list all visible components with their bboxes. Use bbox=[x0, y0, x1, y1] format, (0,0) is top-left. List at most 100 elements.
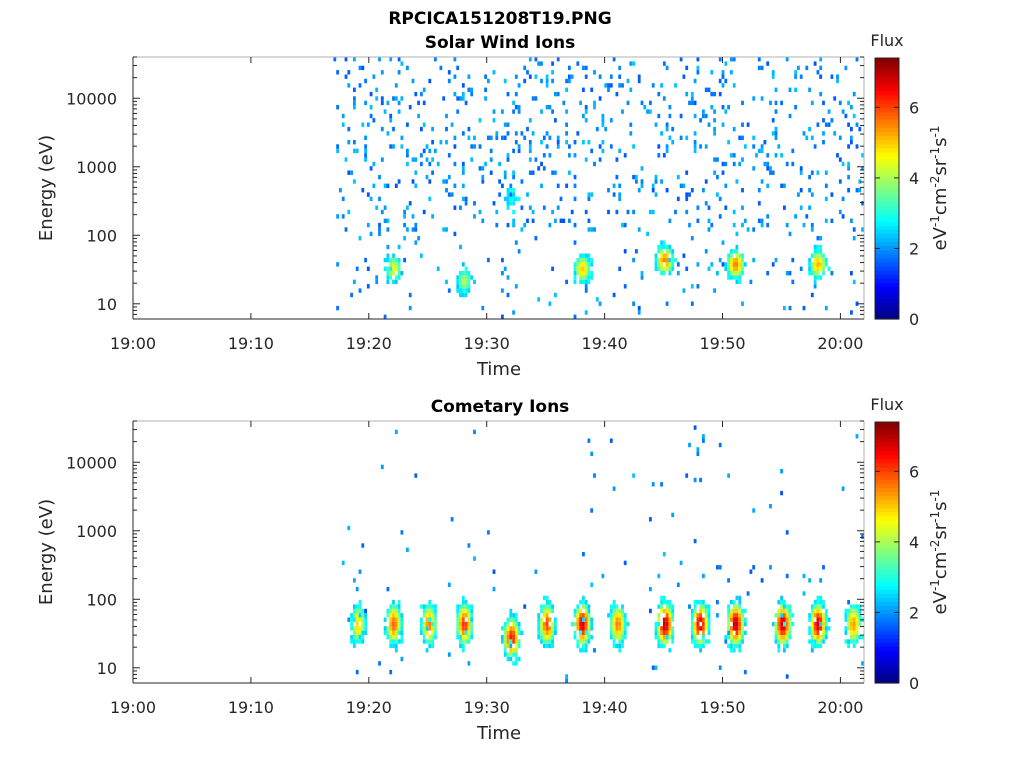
heatmap-cell bbox=[397, 266, 401, 271]
heatmap-cell bbox=[386, 183, 390, 188]
heatmap-cell bbox=[579, 262, 582, 267]
heatmap-cell bbox=[816, 271, 820, 276]
heatmap-cell bbox=[587, 257, 591, 263]
heatmap-cell bbox=[662, 617, 666, 622]
heatmap-cell bbox=[850, 617, 853, 622]
heatmap-cell bbox=[481, 218, 485, 223]
heatmap-cell bbox=[738, 279, 742, 285]
heatmap-cell bbox=[732, 604, 736, 609]
heatmap-cell bbox=[554, 118, 557, 123]
heatmap-cell bbox=[799, 170, 803, 175]
heatmap-cell bbox=[623, 284, 627, 289]
heatmap-cell bbox=[824, 608, 828, 614]
heatmap-cell bbox=[660, 630, 663, 635]
heatmap-cell bbox=[699, 600, 702, 605]
heatmap-cell bbox=[347, 209, 351, 215]
x-tick-label: 19:00 bbox=[110, 334, 156, 353]
heatmap-cell bbox=[528, 118, 532, 123]
heatmap-cell bbox=[470, 144, 474, 149]
heatmap-cell bbox=[805, 65, 809, 71]
heatmap-cell bbox=[749, 279, 753, 285]
colorbar-segment bbox=[875, 475, 899, 480]
heatmap-cell bbox=[397, 57, 401, 62]
heatmap-cell bbox=[501, 639, 504, 644]
heatmap-cell bbox=[514, 656, 518, 662]
heatmap-cell bbox=[654, 621, 658, 627]
heatmap-cell bbox=[730, 262, 733, 267]
heatmap-cell bbox=[657, 262, 661, 267]
heatmap-cell bbox=[353, 604, 356, 609]
colorbar-segment bbox=[875, 422, 899, 427]
heatmap-cell bbox=[509, 201, 513, 206]
heatmap-cell bbox=[696, 621, 700, 627]
heatmap-cell bbox=[397, 262, 401, 267]
heatmap-cell bbox=[822, 140, 825, 145]
heatmap-cell bbox=[732, 635, 736, 640]
heatmap-cell bbox=[752, 257, 756, 263]
heatmap-cell bbox=[618, 74, 622, 79]
heatmap-cell bbox=[428, 635, 432, 640]
heatmap-cell bbox=[534, 96, 538, 101]
heatmap-cell bbox=[861, 153, 864, 158]
heatmap-cell bbox=[604, 126, 608, 132]
heatmap-cell bbox=[353, 639, 356, 644]
heatmap-cell bbox=[850, 105, 853, 110]
heatmap-cell bbox=[735, 595, 739, 601]
heatmap-cell bbox=[517, 643, 521, 649]
heatmap-cell bbox=[810, 635, 814, 640]
colorbar-segment bbox=[875, 613, 899, 619]
heatmap-cell bbox=[615, 630, 619, 635]
heatmap-cell bbox=[777, 617, 781, 622]
heatmap-cell bbox=[380, 70, 384, 75]
heatmap-cell bbox=[400, 613, 404, 618]
heatmap-cell bbox=[464, 613, 468, 618]
heatmap-cell bbox=[855, 122, 859, 127]
heatmap-cell bbox=[741, 621, 744, 627]
heatmap-cell bbox=[696, 617, 700, 622]
heatmap-cell bbox=[394, 613, 398, 618]
heatmap-cell bbox=[822, 639, 825, 644]
heatmap-cell bbox=[425, 608, 429, 614]
heatmap-cell bbox=[540, 109, 543, 114]
heatmap-cell bbox=[461, 183, 465, 188]
heatmap-cell bbox=[632, 61, 635, 66]
heatmap-cell bbox=[713, 157, 716, 162]
heatmap-cell bbox=[727, 635, 730, 640]
heatmap-cell bbox=[771, 74, 775, 79]
heatmap-cell bbox=[509, 639, 513, 644]
heatmap-cell bbox=[380, 157, 384, 162]
heatmap-cell bbox=[422, 604, 426, 609]
heatmap-cell bbox=[355, 626, 359, 631]
heatmap-cell bbox=[693, 604, 697, 609]
heatmap-cell bbox=[406, 148, 409, 154]
heatmap-cell bbox=[721, 122, 725, 127]
heatmap-cell bbox=[850, 271, 853, 276]
heatmap-cell bbox=[582, 253, 585, 258]
heatmap-cell bbox=[635, 179, 638, 184]
heatmap-cell bbox=[447, 70, 451, 75]
heatmap-cell bbox=[668, 262, 672, 267]
heatmap-cell bbox=[397, 257, 401, 263]
heatmap-cell bbox=[696, 613, 700, 618]
colorbar-segment bbox=[875, 589, 899, 594]
heatmap-cell bbox=[780, 600, 783, 605]
colorbar-segment bbox=[875, 249, 899, 255]
heatmap-cell bbox=[501, 626, 504, 631]
heatmap-cell bbox=[584, 209, 588, 215]
heatmap-cell bbox=[618, 639, 622, 644]
colorbar-segment bbox=[875, 282, 899, 287]
heatmap-cell bbox=[662, 153, 666, 158]
heatmap-cell bbox=[394, 630, 398, 635]
colorbar-tick-label: 2 bbox=[909, 239, 919, 258]
heatmap-cell bbox=[721, 262, 725, 267]
heatmap-cell bbox=[660, 244, 663, 250]
heatmap-cell bbox=[512, 148, 515, 154]
heatmap-cell bbox=[693, 538, 697, 544]
heatmap-cell bbox=[551, 604, 554, 609]
heatmap-cell bbox=[540, 626, 543, 631]
heatmap-cell bbox=[690, 608, 694, 614]
heatmap-cell bbox=[358, 83, 362, 88]
heatmap-cell bbox=[464, 271, 468, 276]
heatmap-cell bbox=[799, 74, 803, 79]
heatmap-cell bbox=[833, 131, 837, 136]
